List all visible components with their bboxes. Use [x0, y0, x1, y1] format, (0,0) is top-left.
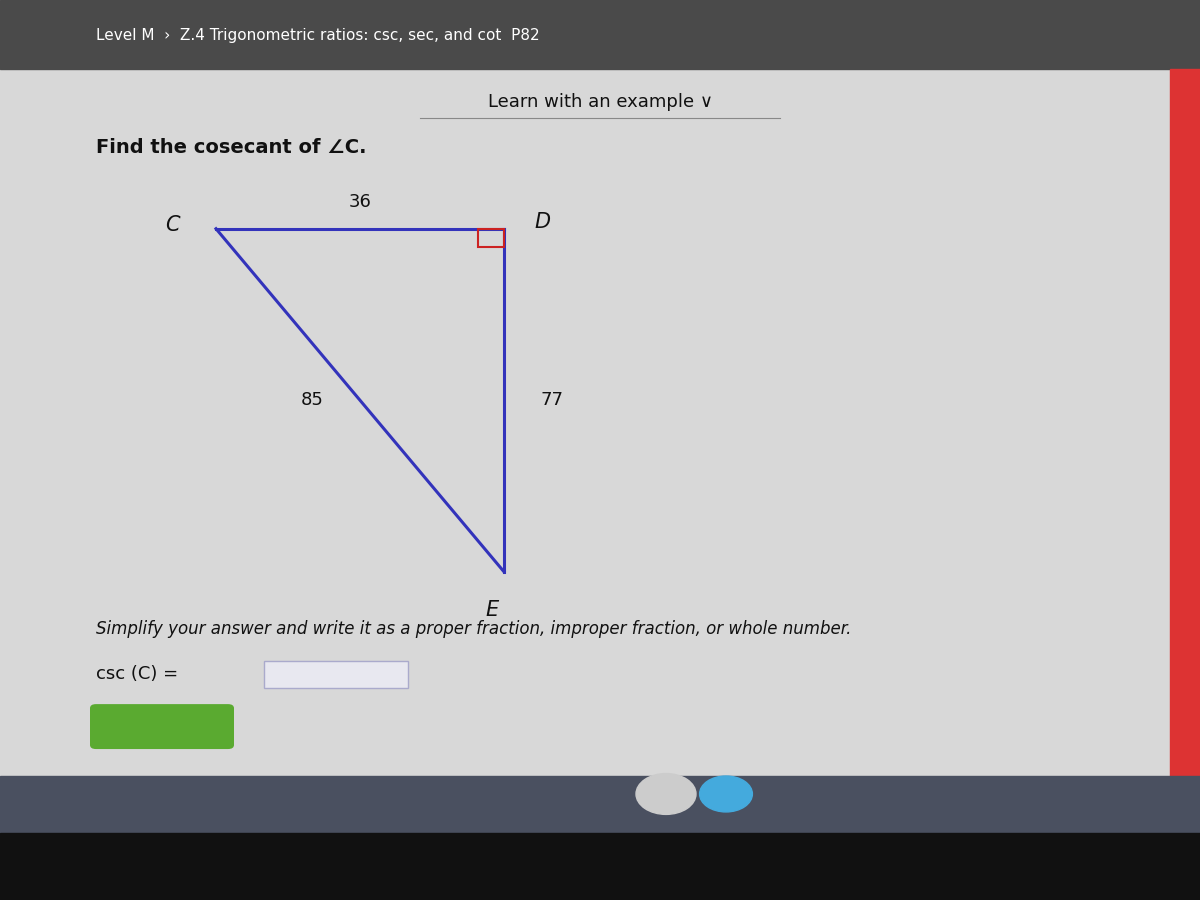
Text: Find the cosecant of ∠C.: Find the cosecant of ∠C. — [96, 138, 366, 157]
Bar — [478, 229, 504, 247]
FancyBboxPatch shape — [264, 661, 408, 688]
Text: Learn with an example ∨: Learn with an example ∨ — [487, 93, 713, 111]
Text: Submit: Submit — [128, 717, 196, 735]
Text: E: E — [485, 600, 499, 620]
Text: Simplify your answer and write it as a proper fraction, improper fraction, or wh: Simplify your answer and write it as a p… — [96, 620, 851, 638]
FancyBboxPatch shape — [90, 704, 234, 749]
Bar — [1170, 69, 1200, 817]
Text: Level M  ›  Z.4 Trigonometric ratios: csc, sec, and cot  P82: Level M › Z.4 Trigonometric ratios: csc,… — [96, 28, 540, 42]
Bar — [0, 833, 1200, 900]
Text: 36: 36 — [348, 193, 372, 211]
Text: D: D — [534, 212, 550, 232]
Text: C: C — [166, 214, 180, 235]
Bar — [0, 776, 1200, 833]
Text: csc (C) =: csc (C) = — [96, 665, 178, 683]
Text: 77: 77 — [540, 392, 563, 410]
Circle shape — [700, 776, 752, 812]
Text: 85: 85 — [301, 392, 324, 410]
Circle shape — [636, 773, 696, 814]
Bar — [0, 0, 1200, 69]
